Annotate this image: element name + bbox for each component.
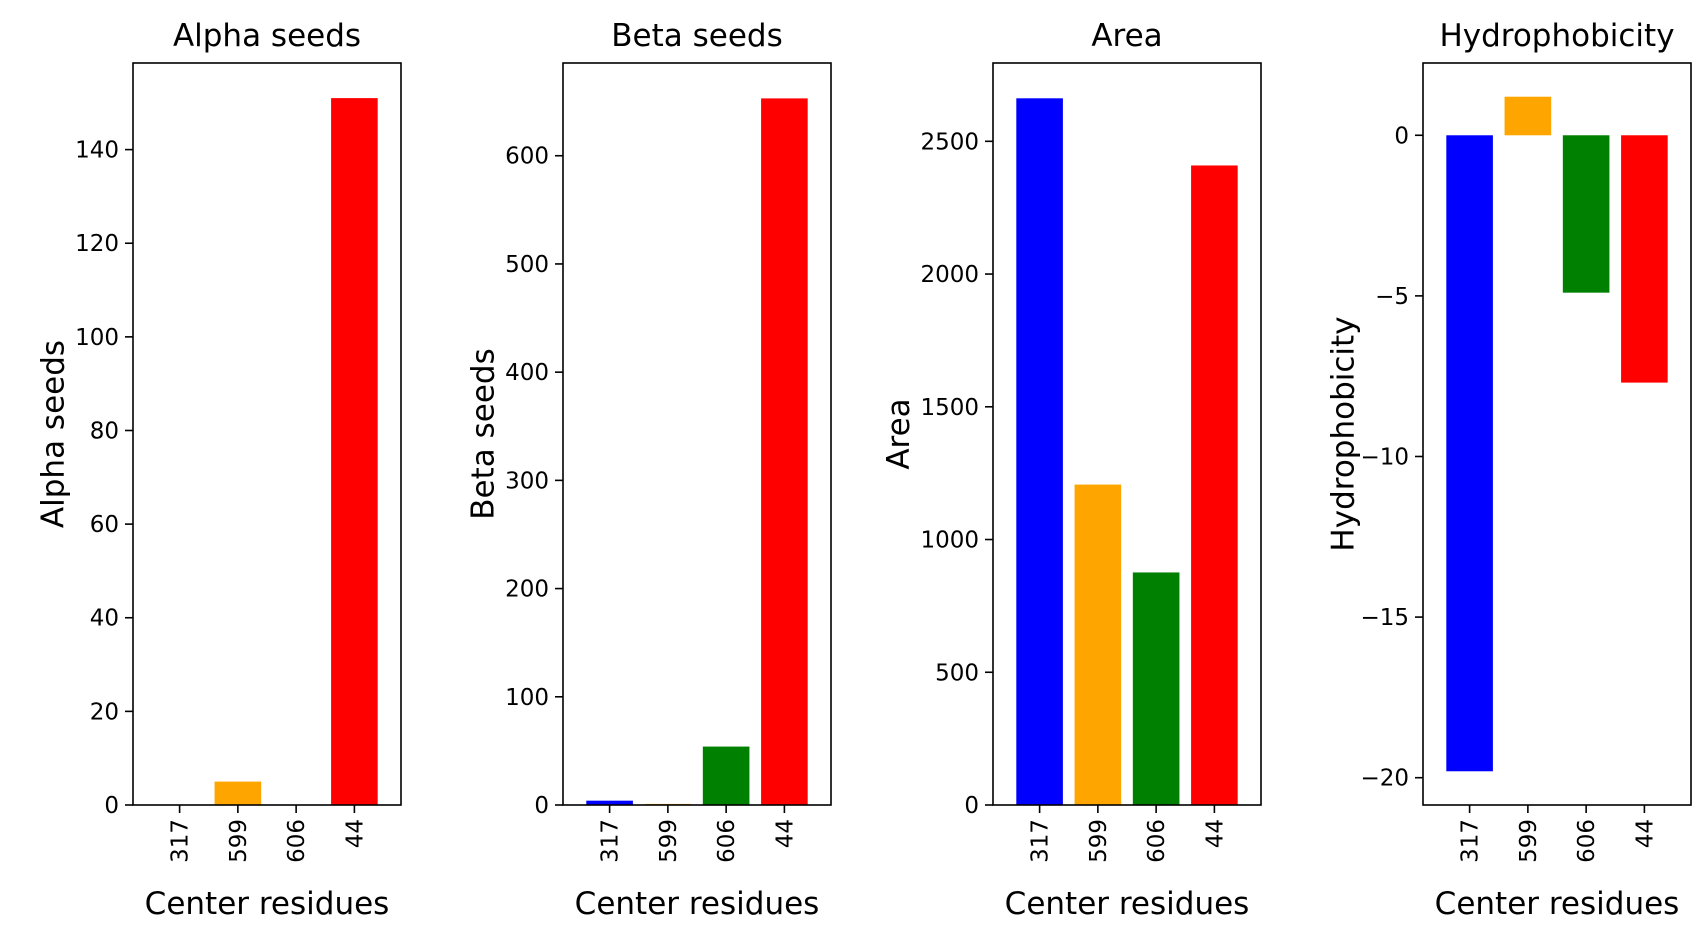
y-tick-label: 300 xyxy=(505,468,549,494)
x-tick-label: 44 xyxy=(342,819,368,848)
x-tick-label: 317 xyxy=(598,819,624,863)
bar xyxy=(1074,484,1122,805)
y-tick-label: 200 xyxy=(505,577,549,603)
chart-title: Area xyxy=(1091,18,1162,54)
y-tick-label: −5 xyxy=(1375,284,1409,310)
y-tick-label: 400 xyxy=(505,360,549,386)
bar xyxy=(1132,572,1180,805)
axes-frame xyxy=(132,62,402,806)
y-tick-label: 2000 xyxy=(920,262,979,288)
axes-frame xyxy=(562,62,832,806)
axes-frame xyxy=(992,62,1262,806)
y-tick-label: 80 xyxy=(90,418,119,444)
y-tick-label: 1500 xyxy=(920,395,979,421)
x-tick-label: 606 xyxy=(284,819,310,863)
x-axis-label: Center residues xyxy=(145,886,390,922)
y-axis-label: Alpha seeds xyxy=(36,340,72,528)
x-axis-label: Center residues xyxy=(1005,886,1250,922)
x-tick-label: 317 xyxy=(168,819,194,863)
bar xyxy=(1191,165,1238,805)
y-tick-label: 1000 xyxy=(920,528,979,554)
y-tick-label: 0 xyxy=(964,793,979,819)
x-axis-label: Center residues xyxy=(1435,886,1680,922)
x-tick-label: 599 xyxy=(226,819,252,863)
x-tick-label: 44 xyxy=(772,819,798,848)
x-tick-label: 606 xyxy=(1574,819,1600,863)
y-tick-label: 60 xyxy=(90,512,119,538)
y-axis-label: Area xyxy=(881,398,917,469)
chart-title: Hydrophobicity xyxy=(1439,18,1674,54)
y-axis-label: Beta seeds xyxy=(466,348,502,519)
y-tick-label: 120 xyxy=(75,231,119,257)
x-tick-label: 599 xyxy=(1516,819,1542,863)
chart-title: Beta seeds xyxy=(611,18,782,54)
bar xyxy=(1621,135,1668,383)
chart-panel: 317 599 606 44 0 100 200 300 400 500 600 Beta seeds… xyxy=(466,18,832,922)
y-tick-label: 0 xyxy=(1394,123,1409,149)
x-tick-label: 599 xyxy=(1086,819,1112,863)
y-tick-label: 600 xyxy=(505,144,549,170)
y-tick-label: 500 xyxy=(505,252,549,278)
bar xyxy=(214,781,262,805)
x-axis-label: Center residues xyxy=(575,886,820,922)
y-tick-label: 0 xyxy=(104,793,119,819)
y-tick-label: 20 xyxy=(90,699,119,725)
y-tick-label: 140 xyxy=(75,138,119,164)
y-axis-label: Hydrophobicity xyxy=(1326,316,1362,551)
axes-frame xyxy=(1422,62,1692,806)
y-tick-label: −15 xyxy=(1360,605,1409,631)
y-tick-label: −10 xyxy=(1360,444,1409,470)
bar xyxy=(761,98,808,805)
bar xyxy=(1562,135,1610,293)
y-tick-label: 40 xyxy=(90,606,119,632)
x-tick-label: 317 xyxy=(1458,819,1484,863)
y-tick-label: 100 xyxy=(75,325,119,351)
x-tick-label: 599 xyxy=(656,819,682,863)
chart-panel: 317 599 606 44 0 500 1000 1500 2000 2500 Area Cente… xyxy=(881,18,1262,922)
x-tick-label: 606 xyxy=(714,819,740,863)
y-tick-label: 500 xyxy=(935,660,979,686)
chart-panel: 317 599 606 44 −20 −15 −10 −5 0 Hydrophobicity Cen… xyxy=(1326,18,1692,922)
bar xyxy=(702,746,750,805)
x-tick-label: 44 xyxy=(1632,819,1658,848)
x-tick-label: 606 xyxy=(1144,819,1170,863)
y-tick-label: −20 xyxy=(1360,766,1409,792)
bar xyxy=(1504,96,1552,136)
y-tick-label: 0 xyxy=(534,793,549,819)
chart-panel: 317 599 606 44 0 20 40 60 80 100 120 140 Alpha seeds… xyxy=(36,18,402,922)
y-tick-label: 100 xyxy=(505,685,549,711)
y-tick-label: 2500 xyxy=(920,129,979,155)
chart-title: Alpha seeds xyxy=(173,18,361,54)
x-tick-label: 317 xyxy=(1028,819,1054,863)
bar xyxy=(331,98,378,805)
bar xyxy=(586,800,633,805)
bar xyxy=(1446,135,1493,772)
bar xyxy=(1016,98,1063,806)
x-tick-label: 44 xyxy=(1202,819,1228,848)
